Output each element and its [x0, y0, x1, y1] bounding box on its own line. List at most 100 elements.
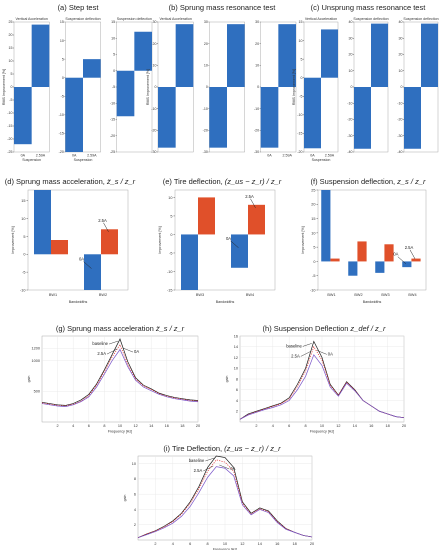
title-e-text: (e) Tire deflection,	[163, 177, 223, 186]
annotation-arrow	[316, 350, 327, 355]
bar-BW2-0A	[84, 254, 101, 290]
y-tick-label: -10	[151, 107, 156, 111]
y-tick-label: 10	[168, 196, 172, 200]
annotation-label: 0A	[328, 351, 333, 356]
annotation-arrow	[300, 351, 311, 357]
series-line-2.5A	[239, 345, 405, 420]
title-f-math: z_s / z_r	[396, 177, 426, 186]
x-tick-label: 16	[275, 542, 279, 546]
title-d-math: z̈_s / z_r	[106, 177, 136, 186]
title-f: (f) Suspension deflection, z_s / z_r	[311, 177, 426, 186]
annotation-label: baseline	[286, 343, 302, 348]
y-tick-label: 1200	[32, 347, 40, 351]
x-category-label: BW2	[354, 293, 362, 297]
chart-d: -10 -5 0 5 10 15 Improvement [%] BW1 BW2 Bandwidt…	[11, 189, 129, 304]
bar-2.59A	[175, 24, 194, 88]
bar-BW4-2.5A	[411, 258, 421, 262]
x-tick-label: 8	[207, 542, 209, 546]
bar-BW1-0A	[34, 190, 51, 255]
y-tick-label: -10	[347, 101, 352, 105]
annotation-label: 2.5A	[97, 351, 106, 356]
y-tick-label: 0	[257, 85, 259, 89]
x-category-label: 2.59A	[325, 154, 335, 158]
y-tick-label: -20	[254, 129, 259, 133]
y-tick-label: 15	[111, 20, 115, 24]
x-axis-label: Bandwidths	[363, 300, 382, 304]
y-tick-label: -20	[7, 137, 12, 141]
y-tick-label: 25	[9, 20, 13, 24]
y-tick-label: 8	[134, 477, 136, 481]
y-tick-label: 0	[313, 260, 315, 264]
y-tick-label: -20	[397, 118, 402, 122]
annotation-arrow	[219, 464, 230, 470]
chart-g: 2 4 6 8 10 12 14 16 18 20 500 1000 1200 Frequency [Hz…	[27, 335, 200, 434]
y-tick-label: 10	[311, 231, 315, 235]
subplot-title: Suspension deflection	[117, 17, 152, 21]
annotation-arrow	[302, 343, 312, 347]
bar-BW4-0A	[402, 261, 412, 268]
y-tick-label: 0	[301, 76, 303, 80]
x-tick-label: 14	[149, 424, 153, 428]
y-tick-label: 20	[255, 42, 259, 46]
annotation-arrow	[203, 465, 214, 472]
bar-0A	[116, 70, 135, 117]
x-category-label: BW4	[408, 293, 416, 297]
y-tick-label: -30	[347, 134, 352, 138]
x-tick-label: 18	[385, 424, 389, 428]
bar-BW3-2.5A	[198, 197, 215, 235]
x-category-label: BW3	[381, 293, 389, 297]
chart-e: -15 -10 -5 0 5 10 Improvement [%] BW3 BW4 Bandwid…	[158, 189, 276, 304]
y-axis-label: Improvement [%]	[301, 226, 305, 253]
x-axis-label: Suspension	[74, 158, 93, 162]
y-tick-label: 1000	[32, 359, 40, 363]
x-category-label: 0A	[72, 154, 77, 158]
x-tick-label: 4	[72, 424, 74, 428]
series-line-0A	[41, 348, 199, 407]
x-tick-label: 14	[258, 542, 262, 546]
title-h: (h) Suspension Deflection z_def / z_r	[263, 324, 386, 333]
y-tick-label: 5	[313, 246, 315, 250]
x-category-label: 2.59A	[87, 154, 97, 158]
x-category-label: 2.59A	[36, 154, 46, 158]
y-tick-label: 30	[399, 36, 403, 40]
plot-frame	[174, 189, 276, 291]
x-category-label: BW2	[99, 293, 107, 297]
x-tick-label: 2	[57, 424, 59, 428]
annotation-arrow	[103, 222, 109, 232]
y-tick-label: -15	[7, 124, 12, 128]
x-category-label: 2.59A	[282, 154, 292, 158]
y-tick-label: -5	[312, 274, 315, 278]
y-tick-label: 2	[236, 410, 238, 414]
title-i-math: (z_us − z_r) / z_r	[224, 444, 281, 453]
y-tick-label: -20	[347, 118, 352, 122]
bar-BW1-2.5A	[51, 240, 68, 255]
title-a: (a) Step test	[58, 3, 100, 12]
annotation-arrow	[108, 340, 119, 345]
y-tick-label: 6	[134, 492, 136, 496]
y-tick-label: 20	[9, 33, 13, 37]
y-tick-label: 20	[399, 53, 403, 57]
series-line-2.5A	[137, 459, 313, 539]
chart-f: -10 -5 0 5 10 15 20 25 Improvement [%] BW1 BW2 BW3 B…	[301, 188, 427, 304]
annotation-label: 0A	[226, 236, 231, 241]
y-tick-label: -5	[112, 85, 115, 89]
y-tick-label: -30	[397, 134, 402, 138]
y-tick-label: 10	[132, 462, 136, 466]
bar-2.59A	[83, 59, 101, 78]
y-tick-label: 14	[234, 345, 238, 349]
annotation-arrow	[83, 261, 92, 269]
x-category-label: BW3	[196, 293, 204, 297]
x-tick-label: 10	[223, 542, 227, 546]
annotation-arrow	[106, 348, 118, 355]
y-tick-label: 4	[236, 399, 238, 403]
y-tick-label: 15	[299, 20, 303, 24]
annotation-arrow	[205, 457, 215, 462]
y-tick-label: 40	[349, 20, 353, 24]
y-tick-label: 5	[301, 57, 303, 61]
subplot-title: Vertical Acceleration	[15, 17, 47, 21]
bar-BW1-0A	[321, 190, 331, 262]
y-tick-label: -30	[254, 150, 259, 154]
y-tick-label: 5	[62, 57, 64, 61]
bar-0A	[354, 87, 371, 149]
